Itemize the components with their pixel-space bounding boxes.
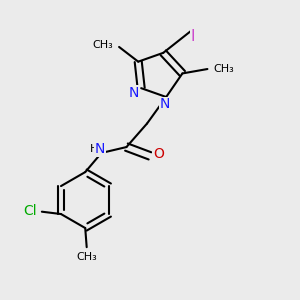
- Text: I: I: [190, 28, 195, 44]
- Text: O: O: [153, 146, 164, 161]
- Text: CH₃: CH₃: [76, 253, 97, 262]
- Text: CH₃: CH₃: [92, 40, 113, 50]
- Text: N: N: [160, 98, 170, 111]
- Text: N: N: [95, 142, 105, 156]
- Text: N: N: [129, 85, 139, 100]
- Text: Cl: Cl: [23, 204, 37, 218]
- Text: H: H: [90, 144, 98, 154]
- Text: CH₃: CH₃: [213, 64, 234, 74]
